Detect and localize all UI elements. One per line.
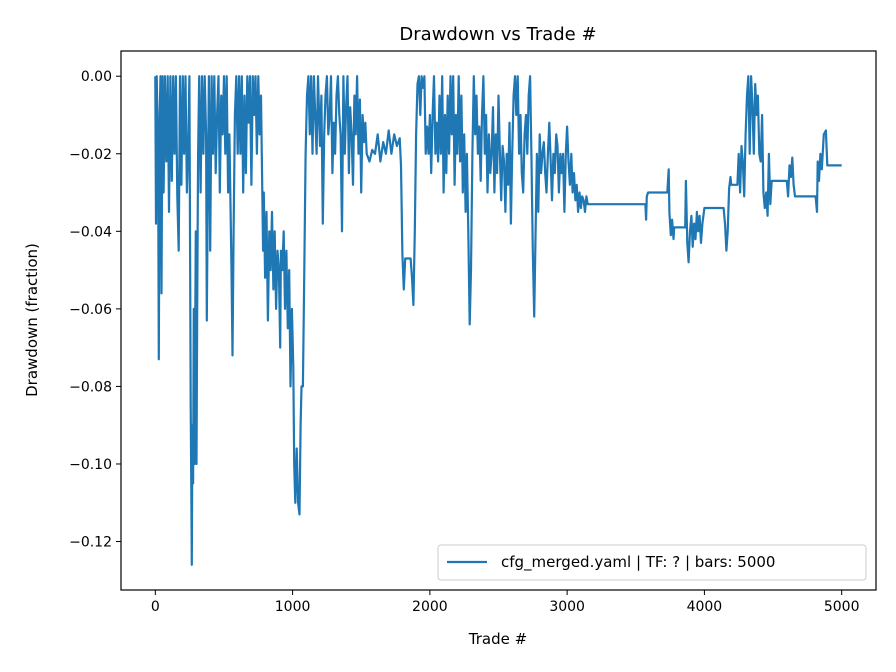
x-tick-label: 1000 xyxy=(275,599,311,615)
legend-box xyxy=(437,544,867,581)
y-axis: 0.00 −0.02 −0.04 −0.06 −0.08 −0.10 −0.12 xyxy=(69,69,121,551)
y-tick-label: 0.00 xyxy=(81,69,112,85)
y-tick-label: −0.02 xyxy=(69,147,112,163)
series-layer xyxy=(154,75,842,566)
x-tick-label: 3000 xyxy=(549,599,585,615)
y-tick-label: −0.12 xyxy=(69,535,112,551)
y-axis-label: Drawdown (fraction) xyxy=(23,243,41,397)
y-tick-label: −0.06 xyxy=(69,302,112,318)
x-tick-label: 5000 xyxy=(824,599,860,615)
plot-frame xyxy=(120,50,877,591)
x-axis-label: Trade # xyxy=(468,630,527,648)
drawdown-series-line xyxy=(154,75,842,566)
x-tick-label: 0 xyxy=(151,599,160,615)
x-axis: 0 1000 2000 3000 4000 5000 xyxy=(151,590,860,615)
y-tick-label: −0.10 xyxy=(69,457,112,473)
y-tick-label: −0.08 xyxy=(69,379,112,395)
x-tick-label: 2000 xyxy=(412,599,448,615)
legend: cfg_merged.yaml | TF: ? | bars: 5000 xyxy=(437,544,867,581)
y-tick-label: −0.04 xyxy=(69,224,112,240)
legend-entry-label: cfg_merged.yaml | TF: ? | bars: 5000 xyxy=(501,553,775,572)
x-tick-label: 4000 xyxy=(687,599,723,615)
chart-title: Drawdown vs Trade # xyxy=(399,24,596,45)
